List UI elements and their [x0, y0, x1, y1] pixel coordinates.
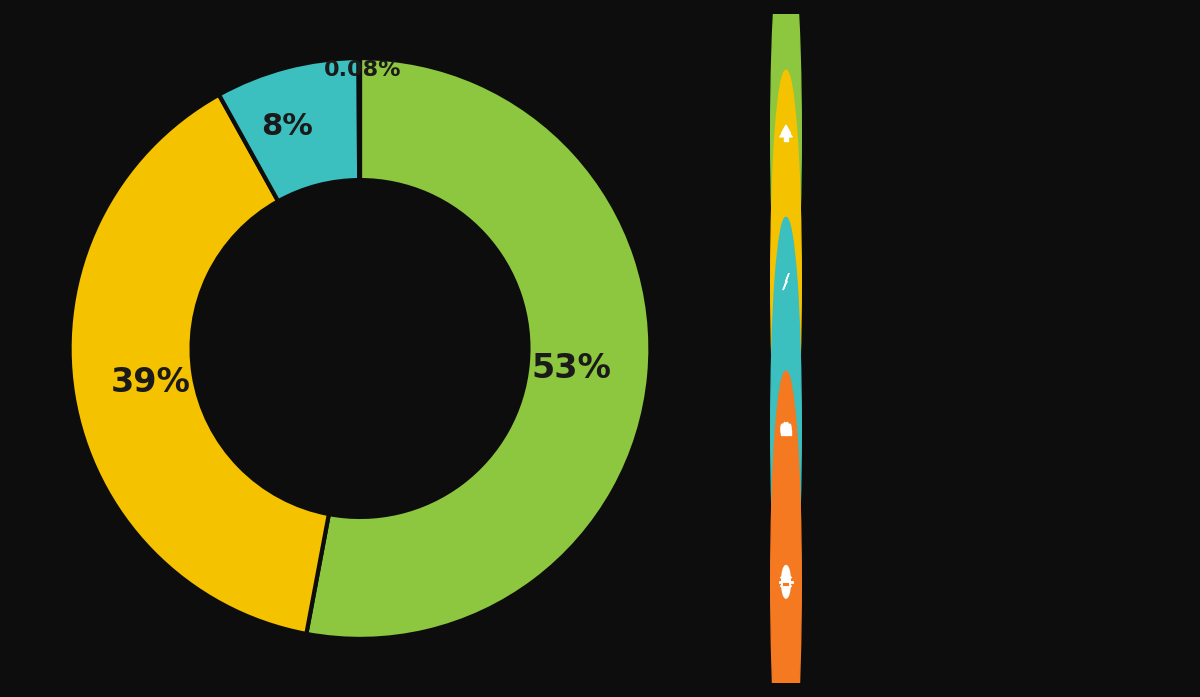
Text: 8%: 8% [262, 112, 313, 141]
Polygon shape [786, 429, 788, 435]
Circle shape [784, 422, 786, 432]
Wedge shape [306, 58, 650, 639]
Polygon shape [788, 430, 791, 435]
Text: 53%: 53% [532, 352, 611, 385]
Ellipse shape [770, 372, 802, 697]
Circle shape [786, 422, 788, 432]
Text: 39%: 39% [110, 366, 191, 399]
Text: 0.08%: 0.08% [324, 60, 401, 79]
Circle shape [781, 424, 784, 434]
Polygon shape [780, 130, 792, 137]
Polygon shape [784, 583, 788, 585]
Wedge shape [70, 95, 329, 634]
Ellipse shape [770, 70, 802, 493]
Polygon shape [785, 137, 787, 141]
Polygon shape [781, 430, 784, 435]
Wedge shape [359, 58, 360, 180]
Ellipse shape [770, 0, 802, 346]
Circle shape [788, 424, 791, 434]
Polygon shape [784, 429, 786, 435]
Circle shape [781, 565, 791, 598]
Polygon shape [784, 273, 788, 290]
Ellipse shape [770, 217, 802, 641]
Polygon shape [781, 125, 791, 134]
Wedge shape [218, 58, 359, 201]
